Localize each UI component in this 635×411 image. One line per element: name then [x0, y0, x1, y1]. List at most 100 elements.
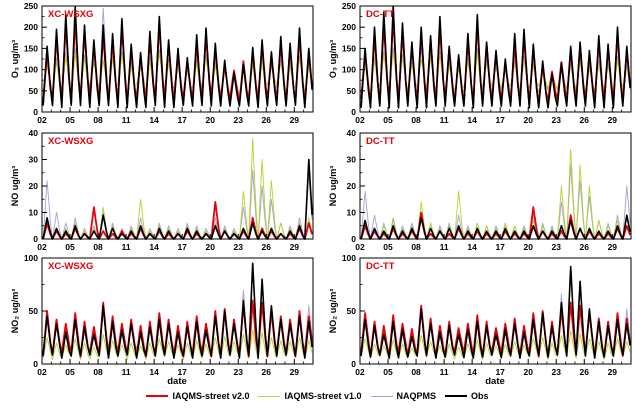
y-tick-label: 150	[342, 43, 356, 53]
y-axis-label: NO₂ ug/m³	[328, 288, 338, 334]
x-tick-label: 14	[149, 367, 159, 377]
legend: IAQMS-street v2.0 IAQMS-street v1.0 NAQP…	[0, 391, 635, 401]
y-tick-label: 200	[24, 22, 38, 32]
y-axis-label: O₃ ug/m³	[328, 39, 338, 79]
x-tick-label: 26	[580, 242, 590, 252]
legend-item-iaqms-v2: IAQMS-street v2.0	[146, 391, 249, 401]
x-tick-label: 17	[177, 115, 187, 125]
legend-swatch-naqpms	[370, 395, 393, 397]
x-tick-label: 29	[608, 367, 618, 377]
x-tick-label: 14	[149, 242, 159, 252]
station-label: XC-WSXG	[48, 9, 94, 20]
y-tick-label: 0	[351, 234, 356, 244]
x-tick-label: 26	[580, 115, 590, 125]
x-tick-label: 29	[608, 115, 618, 125]
y-axis-label: NO ug/m³	[10, 165, 20, 207]
y-axis-label: NO ug/m³	[328, 165, 338, 207]
x-tick-label: 05	[383, 115, 393, 125]
legend-label: NAQPMS	[396, 391, 437, 401]
x-tick-label: 20	[523, 242, 533, 252]
x-tick-label: 05	[383, 242, 393, 252]
chart-panel-no-xcwsxg: 0 10 20 30 40 02 05 08 11 14 17 20 23 26 29 XC-WSXG NO…	[8, 127, 319, 254]
x-tick-label: 02	[37, 115, 47, 125]
y-tick-label: 20	[29, 181, 39, 191]
series-obs	[42, 262, 313, 359]
y-tick-label: 40	[347, 128, 357, 138]
plot-area: 0 50 100 02 05 08 11 14 17 20 23 26 29	[24, 253, 314, 377]
x-tick-label: 17	[495, 242, 505, 252]
plot-area: 0 50 100 02 05 08 11 14 17 20 23 26 29	[342, 253, 632, 377]
x-tick-label: 02	[355, 242, 365, 252]
y-tick-label: 0	[351, 107, 356, 117]
x-tick-label: 20	[205, 367, 215, 377]
x-tick-label: 11	[440, 242, 449, 252]
plot-area: 0 10 20 30 40 02 05 08 11 14 17 20 23 26 29	[29, 128, 314, 252]
legend-swatch-obs	[445, 395, 468, 397]
axis-box	[41, 132, 314, 240]
x-tick-label: 23	[552, 242, 562, 252]
station-label: DC-TT	[366, 136, 395, 147]
legend-swatch-iaqms-v1	[258, 395, 281, 397]
series-obs	[42, 6, 313, 109]
x-tick-label: 02	[355, 367, 365, 377]
x-tick-label: 08	[411, 242, 421, 252]
y-tick-label: 50	[347, 86, 357, 96]
y-tick-label: 0	[351, 359, 356, 369]
legend-item-iaqms-v1: IAQMS-street v1.0	[258, 391, 362, 401]
y-tick-label: 250	[342, 1, 356, 11]
x-tick-label: 05	[65, 115, 75, 125]
plot-area: 0 10 20 30 40 02 05 08 11 14 17 20 23 26 29	[347, 128, 632, 252]
x-tick-label: 23	[234, 242, 244, 252]
y-tick-label: 100	[342, 65, 356, 75]
x-tick-label: 23	[234, 115, 244, 125]
x-tick-label: 17	[177, 242, 187, 252]
x-axis-label-left: date	[167, 376, 187, 387]
x-tick-label: 29	[290, 242, 300, 252]
x-tick-label: 14	[467, 367, 477, 377]
y-tick-label: 30	[347, 155, 357, 165]
x-tick-label: 08	[93, 367, 103, 377]
y-tick-label: 50	[29, 86, 39, 96]
legend-swatch-iaqms-v2	[146, 395, 169, 397]
y-tick-label: 100	[24, 253, 38, 263]
axis-box	[359, 132, 632, 240]
x-tick-label: 14	[467, 242, 477, 252]
x-tick-label: 05	[65, 242, 75, 252]
y-tick-label: 250	[24, 1, 38, 11]
x-axis-label-right: date	[485, 376, 505, 387]
y-tick-label: 0	[33, 234, 38, 244]
y-tick-label: 40	[29, 128, 39, 138]
x-tick-label: 20	[205, 115, 215, 125]
x-tick-label: 11	[440, 367, 449, 377]
x-tick-label: 26	[580, 367, 590, 377]
x-tick-label: 05	[383, 367, 393, 377]
series-obs	[360, 5, 631, 109]
x-tick-label: 08	[93, 242, 103, 252]
y-axis-label: O₃ ug/m³	[10, 39, 20, 79]
series-obs	[360, 265, 631, 359]
x-tick-label: 20	[205, 242, 215, 252]
series-iaqms-street-v1-0	[360, 148, 631, 240]
chart-panel-no2-xcwsxg: 0 50 100 02 05 08 11 14 17 20 23 26 29 XC-WSXG NO₂ u…	[8, 252, 319, 379]
legend-label: IAQMS-street v1.0	[284, 391, 362, 401]
plot-area: 0 50 100 150 200 250 02 05 08 11 14 17 20 23 26 29	[24, 1, 314, 125]
y-tick-label: 0	[33, 107, 38, 117]
legend-label: Obs	[471, 391, 489, 401]
x-tick-label: 23	[552, 367, 562, 377]
x-tick-label: 05	[65, 367, 75, 377]
x-tick-label: 29	[290, 367, 300, 377]
series-iaqms-street-v1-0	[42, 137, 313, 240]
x-tick-label: 08	[411, 115, 421, 125]
x-tick-label: 08	[93, 115, 103, 125]
y-tick-label: 150	[24, 43, 38, 53]
x-tick-label: 08	[411, 367, 421, 377]
y-tick-label: 0	[33, 359, 38, 369]
x-tick-label: 23	[234, 367, 244, 377]
x-tick-label: 17	[177, 367, 187, 377]
y-tick-label: 100	[24, 65, 38, 75]
x-tick-label: 11	[122, 242, 131, 252]
x-tick-label: 29	[608, 242, 618, 252]
chart-panel-no2-dctt: 0 50 100 02 05 08 11 14 17 20 23 26 29 DC-TT NO₂ ug/…	[326, 252, 635, 379]
x-tick-label: 20	[523, 115, 533, 125]
